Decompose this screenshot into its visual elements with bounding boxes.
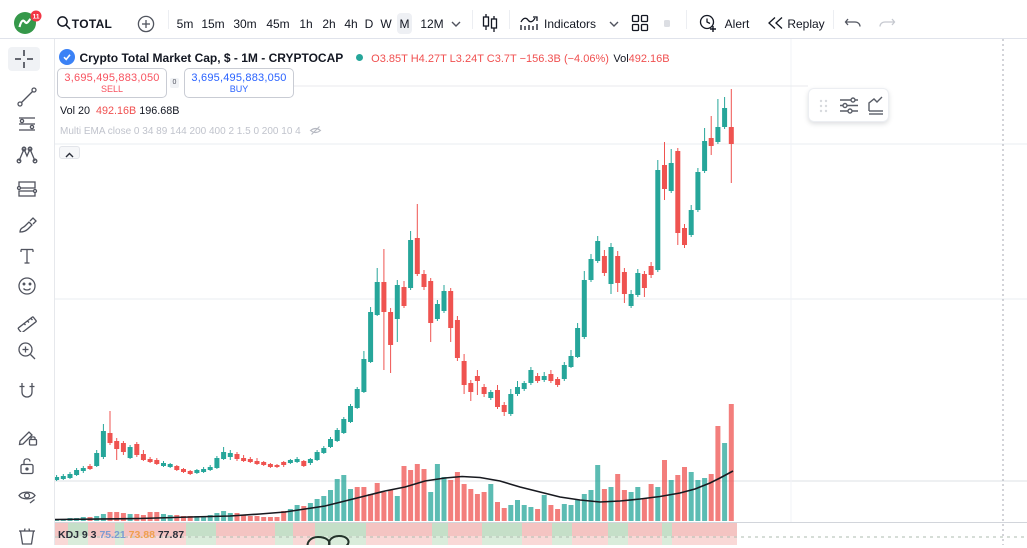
svg-text:11: 11: [33, 14, 40, 21]
